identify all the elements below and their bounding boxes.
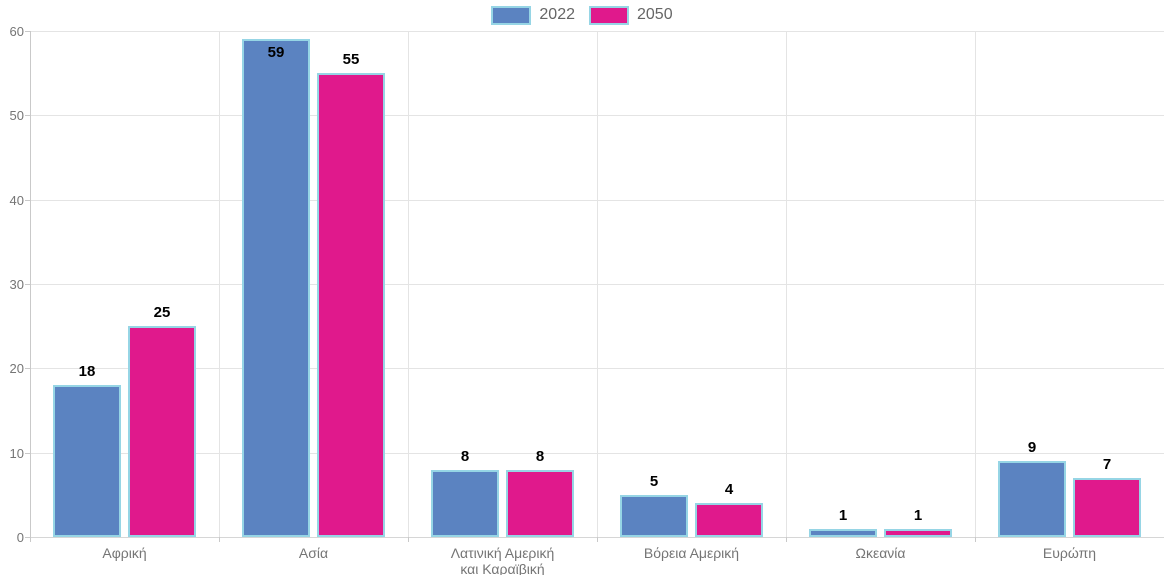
- bar-2050-cat0[interactable]: [128, 326, 196, 537]
- bar-2050-cat5[interactable]: [1073, 478, 1141, 537]
- value-label-2050-cat5: 7: [1102, 456, 1112, 473]
- bar-2050-cat3[interactable]: [695, 503, 763, 537]
- y-axis-line: [30, 31, 31, 542]
- x-tick-4: [786, 537, 787, 542]
- legend-swatch-2022: [491, 5, 532, 25]
- bar-2050-cat1[interactable]: [317, 73, 385, 537]
- y-tick-50: [25, 115, 30, 116]
- bar-2022-cat0[interactable]: [53, 385, 121, 537]
- value-label-2022-cat1: 59: [267, 44, 285, 61]
- x-tick-1: [219, 537, 220, 542]
- gridline-x-2: [408, 31, 409, 537]
- value-label-2050-cat3: 4: [724, 481, 734, 498]
- value-label-2050-cat4: 1: [913, 507, 923, 524]
- x-axis-label-cat1: Ασία: [298, 545, 329, 561]
- bar-2022-cat1[interactable]: [242, 39, 310, 537]
- chart-legend: 2022 2050: [0, 4, 1164, 26]
- x-axis-label-cat4: Ωκεανία: [855, 545, 906, 561]
- gridline-x-1: [219, 31, 220, 537]
- value-label-2022-cat3: 5: [649, 473, 659, 490]
- value-label-2022-cat4: 1: [838, 507, 848, 524]
- x-axis-label-cat3: Βόρεια Αμερική: [643, 545, 740, 561]
- value-label-2050-cat1: 55: [342, 51, 360, 68]
- x-axis-label-cat0: Αφρική: [102, 545, 147, 561]
- legend-label: 2022: [539, 6, 575, 23]
- bar-2050-cat4[interactable]: [884, 529, 952, 537]
- y-axis-label-20: 20: [9, 361, 24, 376]
- y-tick-60: [25, 31, 30, 32]
- y-tick-20: [25, 368, 30, 369]
- y-axis-label-40: 40: [9, 193, 24, 208]
- legend-item-2022[interactable]: 2022: [491, 5, 575, 25]
- x-axis-label-cat5: Ευρώπη: [1042, 545, 1097, 561]
- legend-swatch-2050: [589, 5, 629, 25]
- y-axis-label-0: 0: [16, 530, 24, 545]
- x-tick-5: [975, 537, 976, 542]
- value-label-2022-cat5: 9: [1027, 439, 1037, 456]
- legend-item-2050[interactable]: 2050: [589, 5, 673, 25]
- value-label-2050-cat0: 25: [153, 304, 171, 321]
- y-axis-label-50: 50: [9, 108, 24, 123]
- x-tick-2: [408, 537, 409, 542]
- bar-2050-cat2[interactable]: [506, 470, 574, 537]
- value-label-2022-cat2: 8: [460, 448, 470, 465]
- x-tick-3: [597, 537, 598, 542]
- y-tick-40: [25, 200, 30, 201]
- x-axis-label-cat2: Λατινική Αμερική και Καραϊβική: [450, 545, 555, 575]
- gridline-x-5: [975, 31, 976, 537]
- y-axis-label-30: 30: [9, 277, 24, 292]
- gridline-x-4: [786, 31, 787, 537]
- bar-2022-cat2[interactable]: [431, 470, 499, 537]
- legend-label: 2050: [637, 6, 673, 23]
- value-label-2022-cat0: 18: [78, 363, 96, 380]
- y-axis-label-60: 60: [9, 24, 24, 39]
- y-axis-label-10: 10: [9, 446, 24, 461]
- bar-2022-cat4[interactable]: [809, 529, 877, 537]
- y-tick-0: [25, 537, 30, 538]
- bar-2022-cat5[interactable]: [998, 461, 1066, 537]
- y-tick-30: [25, 284, 30, 285]
- gridline-x-3: [597, 31, 598, 537]
- bar-2022-cat3[interactable]: [620, 495, 688, 537]
- value-label-2050-cat2: 8: [535, 448, 545, 465]
- y-tick-10: [25, 453, 30, 454]
